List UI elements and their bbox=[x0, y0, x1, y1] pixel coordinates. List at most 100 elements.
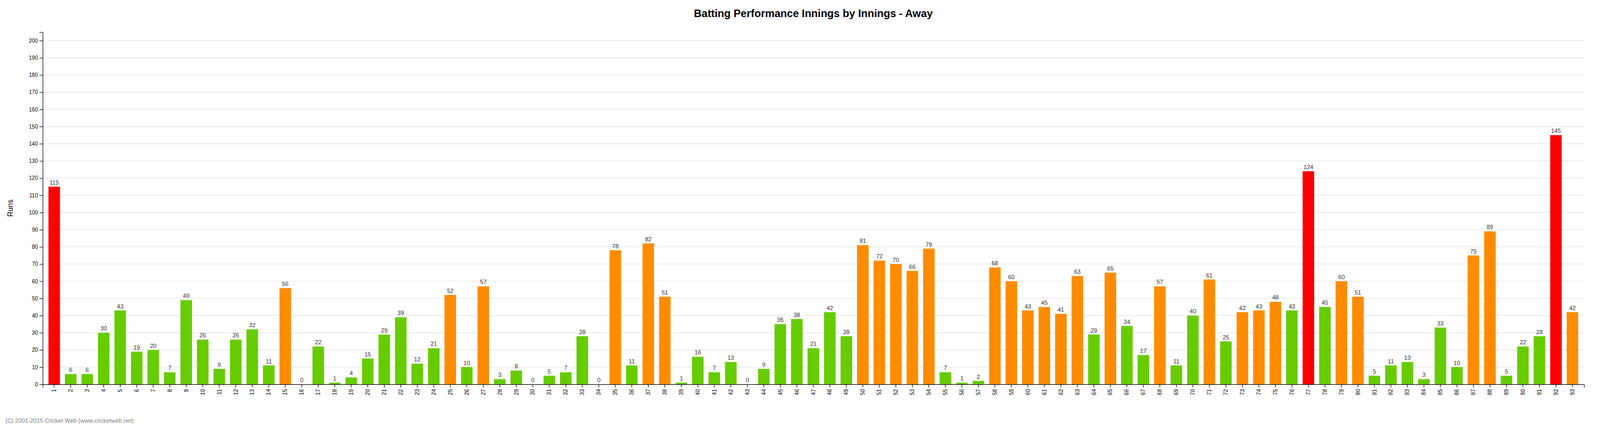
data-label: 6 bbox=[85, 366, 89, 373]
grid-line bbox=[42, 263, 1584, 264]
x-tick-label: 35 bbox=[612, 388, 619, 396]
x-tick-label: 11 bbox=[216, 388, 223, 395]
y-tick-mark bbox=[39, 178, 43, 179]
x-tick: 83 bbox=[1404, 384, 1411, 395]
data-label: 1 bbox=[333, 374, 337, 382]
bar bbox=[1005, 281, 1018, 384]
x-tick-label: 68 bbox=[1156, 388, 1163, 396]
bar bbox=[923, 248, 935, 384]
x-tick-label: 37 bbox=[645, 388, 652, 396]
bar bbox=[824, 312, 836, 384]
data-label: 4 bbox=[349, 369, 354, 376]
x-tick-mark bbox=[251, 384, 253, 388]
data-label: 41 bbox=[1057, 306, 1064, 313]
y-tick-label: 200 bbox=[28, 37, 38, 44]
x-tick-mark bbox=[317, 384, 319, 388]
x-tick-label: 58 bbox=[992, 388, 998, 396]
x-tick: 44 bbox=[761, 384, 767, 395]
bars bbox=[48, 134, 1579, 384]
x-tick-label: 73 bbox=[1239, 388, 1246, 396]
y-tick-mark bbox=[39, 57, 43, 59]
y-tick: 50 bbox=[32, 295, 43, 302]
y-tick-mark bbox=[39, 126, 43, 127]
x-tick-label: 80 bbox=[1355, 388, 1362, 396]
data-label: 20 bbox=[149, 342, 157, 349]
x-tick: 92 bbox=[1553, 384, 1559, 395]
x-tick-mark bbox=[86, 384, 88, 388]
data-label: 48 bbox=[1272, 293, 1279, 301]
data-label: 45 bbox=[1041, 299, 1048, 306]
x-tick: 38 bbox=[661, 384, 668, 395]
x-tick-mark bbox=[1109, 384, 1111, 388]
bar bbox=[81, 373, 94, 384]
x-tick: 85 bbox=[1437, 384, 1444, 395]
x-tick-label: 85 bbox=[1437, 388, 1444, 396]
bar bbox=[526, 384, 539, 385]
x-tick-mark bbox=[1406, 384, 1408, 388]
bar bbox=[296, 384, 308, 385]
data-label: 10 bbox=[463, 359, 470, 366]
x-tick-mark bbox=[384, 384, 385, 388]
data-label: 75 bbox=[1470, 248, 1477, 255]
data-label: 28 bbox=[1536, 328, 1543, 335]
x-tick-label: 71 bbox=[1206, 388, 1213, 396]
x-tick: 75 bbox=[1272, 384, 1279, 395]
data-label: 2 bbox=[976, 373, 980, 380]
x-tick-label: 54 bbox=[925, 388, 932, 396]
y-tick-label: 130 bbox=[28, 157, 38, 164]
x-tick-label: 83 bbox=[1404, 388, 1411, 396]
x-tick-mark bbox=[136, 384, 138, 388]
x-tick-label: 6 bbox=[133, 388, 140, 392]
y-tick-label: 40 bbox=[32, 312, 39, 319]
x-tick-mark bbox=[862, 384, 863, 388]
data-label: 0 bbox=[597, 376, 601, 383]
x-tick-mark bbox=[978, 384, 979, 388]
y-tick-mark bbox=[39, 40, 43, 42]
x-tick: 86 bbox=[1453, 384, 1460, 395]
x-tick-label: 14 bbox=[265, 388, 272, 396]
data-label: 42 bbox=[1569, 304, 1576, 311]
x-tick-mark bbox=[1341, 384, 1342, 388]
data-label: 9 bbox=[762, 361, 766, 368]
x-tick: 29 bbox=[513, 384, 520, 395]
bar bbox=[1071, 275, 1084, 384]
y-tick-label: 120 bbox=[28, 174, 38, 181]
x-tick-label: 53 bbox=[909, 388, 916, 396]
x-tick: 82 bbox=[1387, 384, 1394, 395]
y-tick-mark bbox=[39, 195, 43, 196]
bar bbox=[543, 375, 556, 384]
y-tick: 90 bbox=[32, 226, 43, 233]
bar bbox=[395, 316, 407, 384]
x-tick: 64 bbox=[1091, 384, 1098, 395]
x-tick: 48 bbox=[826, 384, 833, 395]
x-tick: 76 bbox=[1289, 384, 1295, 395]
bar bbox=[378, 334, 391, 384]
x-tick-label: 45 bbox=[777, 388, 784, 396]
y-tick-mark bbox=[39, 229, 43, 230]
y-tick-mark bbox=[39, 349, 43, 351]
bar bbox=[560, 371, 572, 384]
data-label: 42 bbox=[1238, 304, 1246, 311]
x-tick: 72 bbox=[1222, 384, 1229, 395]
x-tick-mark bbox=[70, 384, 71, 388]
x-tick-mark bbox=[747, 384, 748, 388]
x-tick-label: 32 bbox=[562, 388, 569, 396]
x-tick-mark bbox=[120, 384, 121, 388]
x-tick-mark bbox=[581, 384, 583, 388]
y-tick: 120 bbox=[28, 174, 43, 181]
data-label: 57 bbox=[480, 278, 487, 285]
x-tick: 20 bbox=[364, 384, 371, 395]
x-tick-mark bbox=[153, 384, 154, 388]
y-tick-mark bbox=[39, 212, 43, 213]
x-tick-mark bbox=[53, 384, 55, 388]
x-tick: 91 bbox=[1536, 384, 1543, 395]
data-label: 40 bbox=[1189, 307, 1197, 315]
x-tick-label: 2 bbox=[67, 388, 74, 392]
x-tick-mark bbox=[450, 384, 451, 388]
data-label: 11 bbox=[1387, 357, 1394, 365]
data-label: 7 bbox=[564, 364, 568, 371]
bar bbox=[593, 384, 605, 385]
data-label: 68 bbox=[991, 259, 998, 267]
x-tick: 39 bbox=[678, 384, 685, 395]
x-tick: 67 bbox=[1140, 384, 1147, 395]
